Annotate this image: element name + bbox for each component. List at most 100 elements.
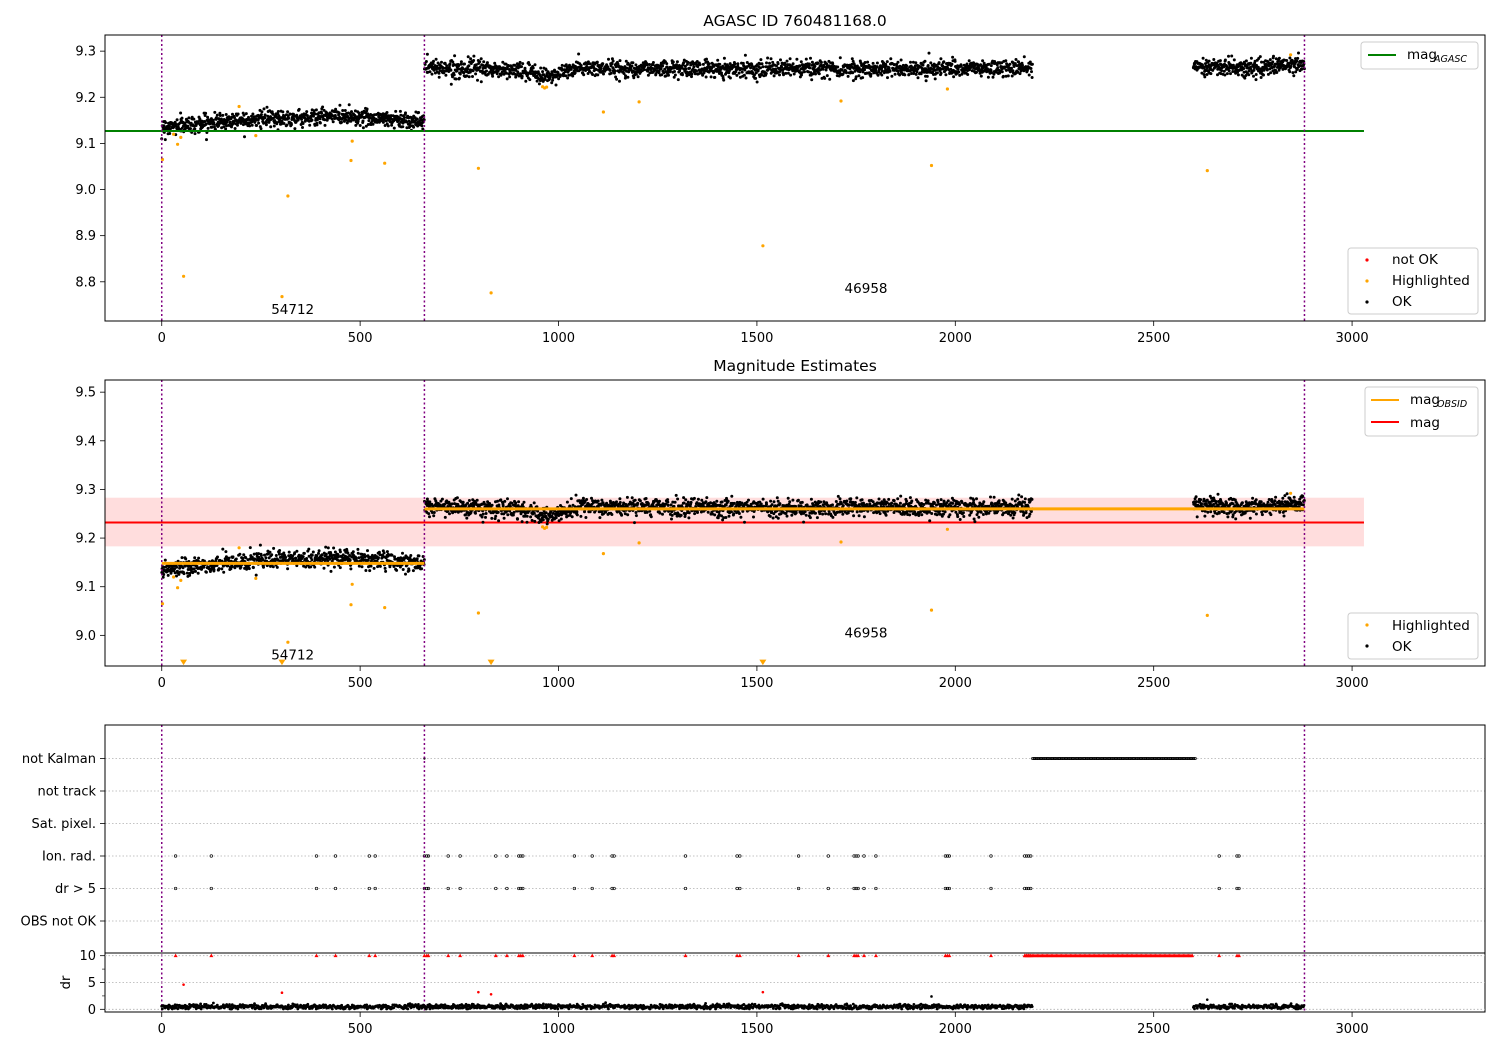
ok-point xyxy=(445,64,449,68)
ok-point xyxy=(203,114,207,117)
ok-point xyxy=(661,64,665,68)
ok-point xyxy=(211,118,215,122)
ok-point xyxy=(385,114,389,117)
ok-point xyxy=(1236,73,1240,77)
ok-point xyxy=(851,71,855,75)
ok-point xyxy=(1288,56,1292,60)
ok-point xyxy=(348,558,352,562)
ok-point xyxy=(693,512,697,516)
ok-point xyxy=(493,61,497,65)
ok-point xyxy=(923,59,927,63)
ok-point xyxy=(916,76,920,80)
ok-point xyxy=(1295,59,1299,63)
ok-point xyxy=(1258,55,1262,59)
ok-point xyxy=(372,566,376,570)
ok-point xyxy=(550,81,554,85)
legend-label: mag xyxy=(1407,47,1437,63)
ok-point xyxy=(405,120,409,124)
ok-point xyxy=(358,124,362,127)
ok-point xyxy=(424,60,428,63)
ok-point xyxy=(401,125,405,129)
ok-point xyxy=(585,498,589,501)
ok-point xyxy=(857,514,861,518)
ok-point xyxy=(333,114,337,117)
ok-point xyxy=(1252,74,1255,78)
ok-point xyxy=(898,73,902,77)
ok-point xyxy=(404,111,407,115)
ok-point xyxy=(504,71,508,75)
ok-point xyxy=(959,64,963,68)
ok-point xyxy=(1223,73,1227,77)
ok-point xyxy=(221,113,225,117)
ok-point xyxy=(501,504,505,508)
legend-label-not-ok: not OK xyxy=(1392,252,1439,268)
ok-point xyxy=(684,498,688,502)
ok-point xyxy=(266,114,270,118)
y-tick-label: 8.9 xyxy=(75,229,96,244)
ok-point xyxy=(326,546,330,550)
ok-point xyxy=(541,518,545,522)
ok-point xyxy=(384,119,388,123)
ok-point xyxy=(1203,75,1207,79)
ok-point xyxy=(537,82,541,86)
ok-point xyxy=(728,76,732,80)
ok-point xyxy=(356,551,360,555)
ok-point xyxy=(661,512,664,516)
ok-point xyxy=(263,116,267,120)
ok-point xyxy=(776,516,780,520)
ok-point xyxy=(565,500,569,504)
ok-point xyxy=(466,67,470,71)
ok-point xyxy=(673,70,676,73)
ok-point xyxy=(1008,62,1012,66)
ok-point xyxy=(853,501,857,504)
ok-point xyxy=(1030,76,1034,79)
ok-point xyxy=(524,79,528,83)
ok-point xyxy=(611,59,615,63)
obsid-annotation: 46958 xyxy=(845,281,888,297)
ok-point xyxy=(759,66,762,70)
ok-point xyxy=(775,64,778,68)
ok-point xyxy=(533,519,537,523)
y-tick-label: 9.2 xyxy=(75,91,96,106)
ok-point xyxy=(465,74,469,78)
highlighted-point xyxy=(286,194,290,198)
ok-point xyxy=(644,497,648,500)
ok-point xyxy=(704,75,708,79)
ok-point xyxy=(259,113,263,117)
ok-point xyxy=(695,69,698,73)
ok-point xyxy=(845,499,849,503)
ok-point xyxy=(720,500,724,504)
ok-point xyxy=(309,565,313,569)
ok-point xyxy=(353,109,357,113)
ok-point xyxy=(905,499,909,503)
ok-point xyxy=(242,113,246,117)
ok-point xyxy=(626,513,630,517)
magnitude-estimates-panel: Magnitude Estimates 54712469589.09.19.29… xyxy=(75,357,1486,691)
ok-point xyxy=(341,109,345,112)
ok-point xyxy=(659,67,663,71)
ok-point xyxy=(417,111,421,114)
ok-point xyxy=(261,558,265,562)
ok-point xyxy=(368,569,372,573)
ok-point xyxy=(785,65,789,69)
ok-point xyxy=(340,120,343,124)
ok-point xyxy=(305,114,309,118)
ok-point xyxy=(522,500,526,504)
ok-point xyxy=(512,510,516,514)
ok-point xyxy=(192,567,196,571)
ok-point xyxy=(676,78,680,82)
ok-point xyxy=(723,62,727,66)
ok-point xyxy=(204,111,208,115)
ok-point xyxy=(252,552,256,556)
ok-point xyxy=(269,115,272,119)
ok-point xyxy=(432,511,436,514)
ok-point xyxy=(377,556,380,560)
ok-point xyxy=(608,68,612,72)
ok-point xyxy=(247,567,251,571)
ok-point xyxy=(452,73,456,77)
ok-point xyxy=(774,67,778,71)
ok-point xyxy=(1242,67,1246,71)
ok-point xyxy=(228,120,232,124)
ok-point xyxy=(315,123,319,127)
ok-point xyxy=(177,572,181,576)
